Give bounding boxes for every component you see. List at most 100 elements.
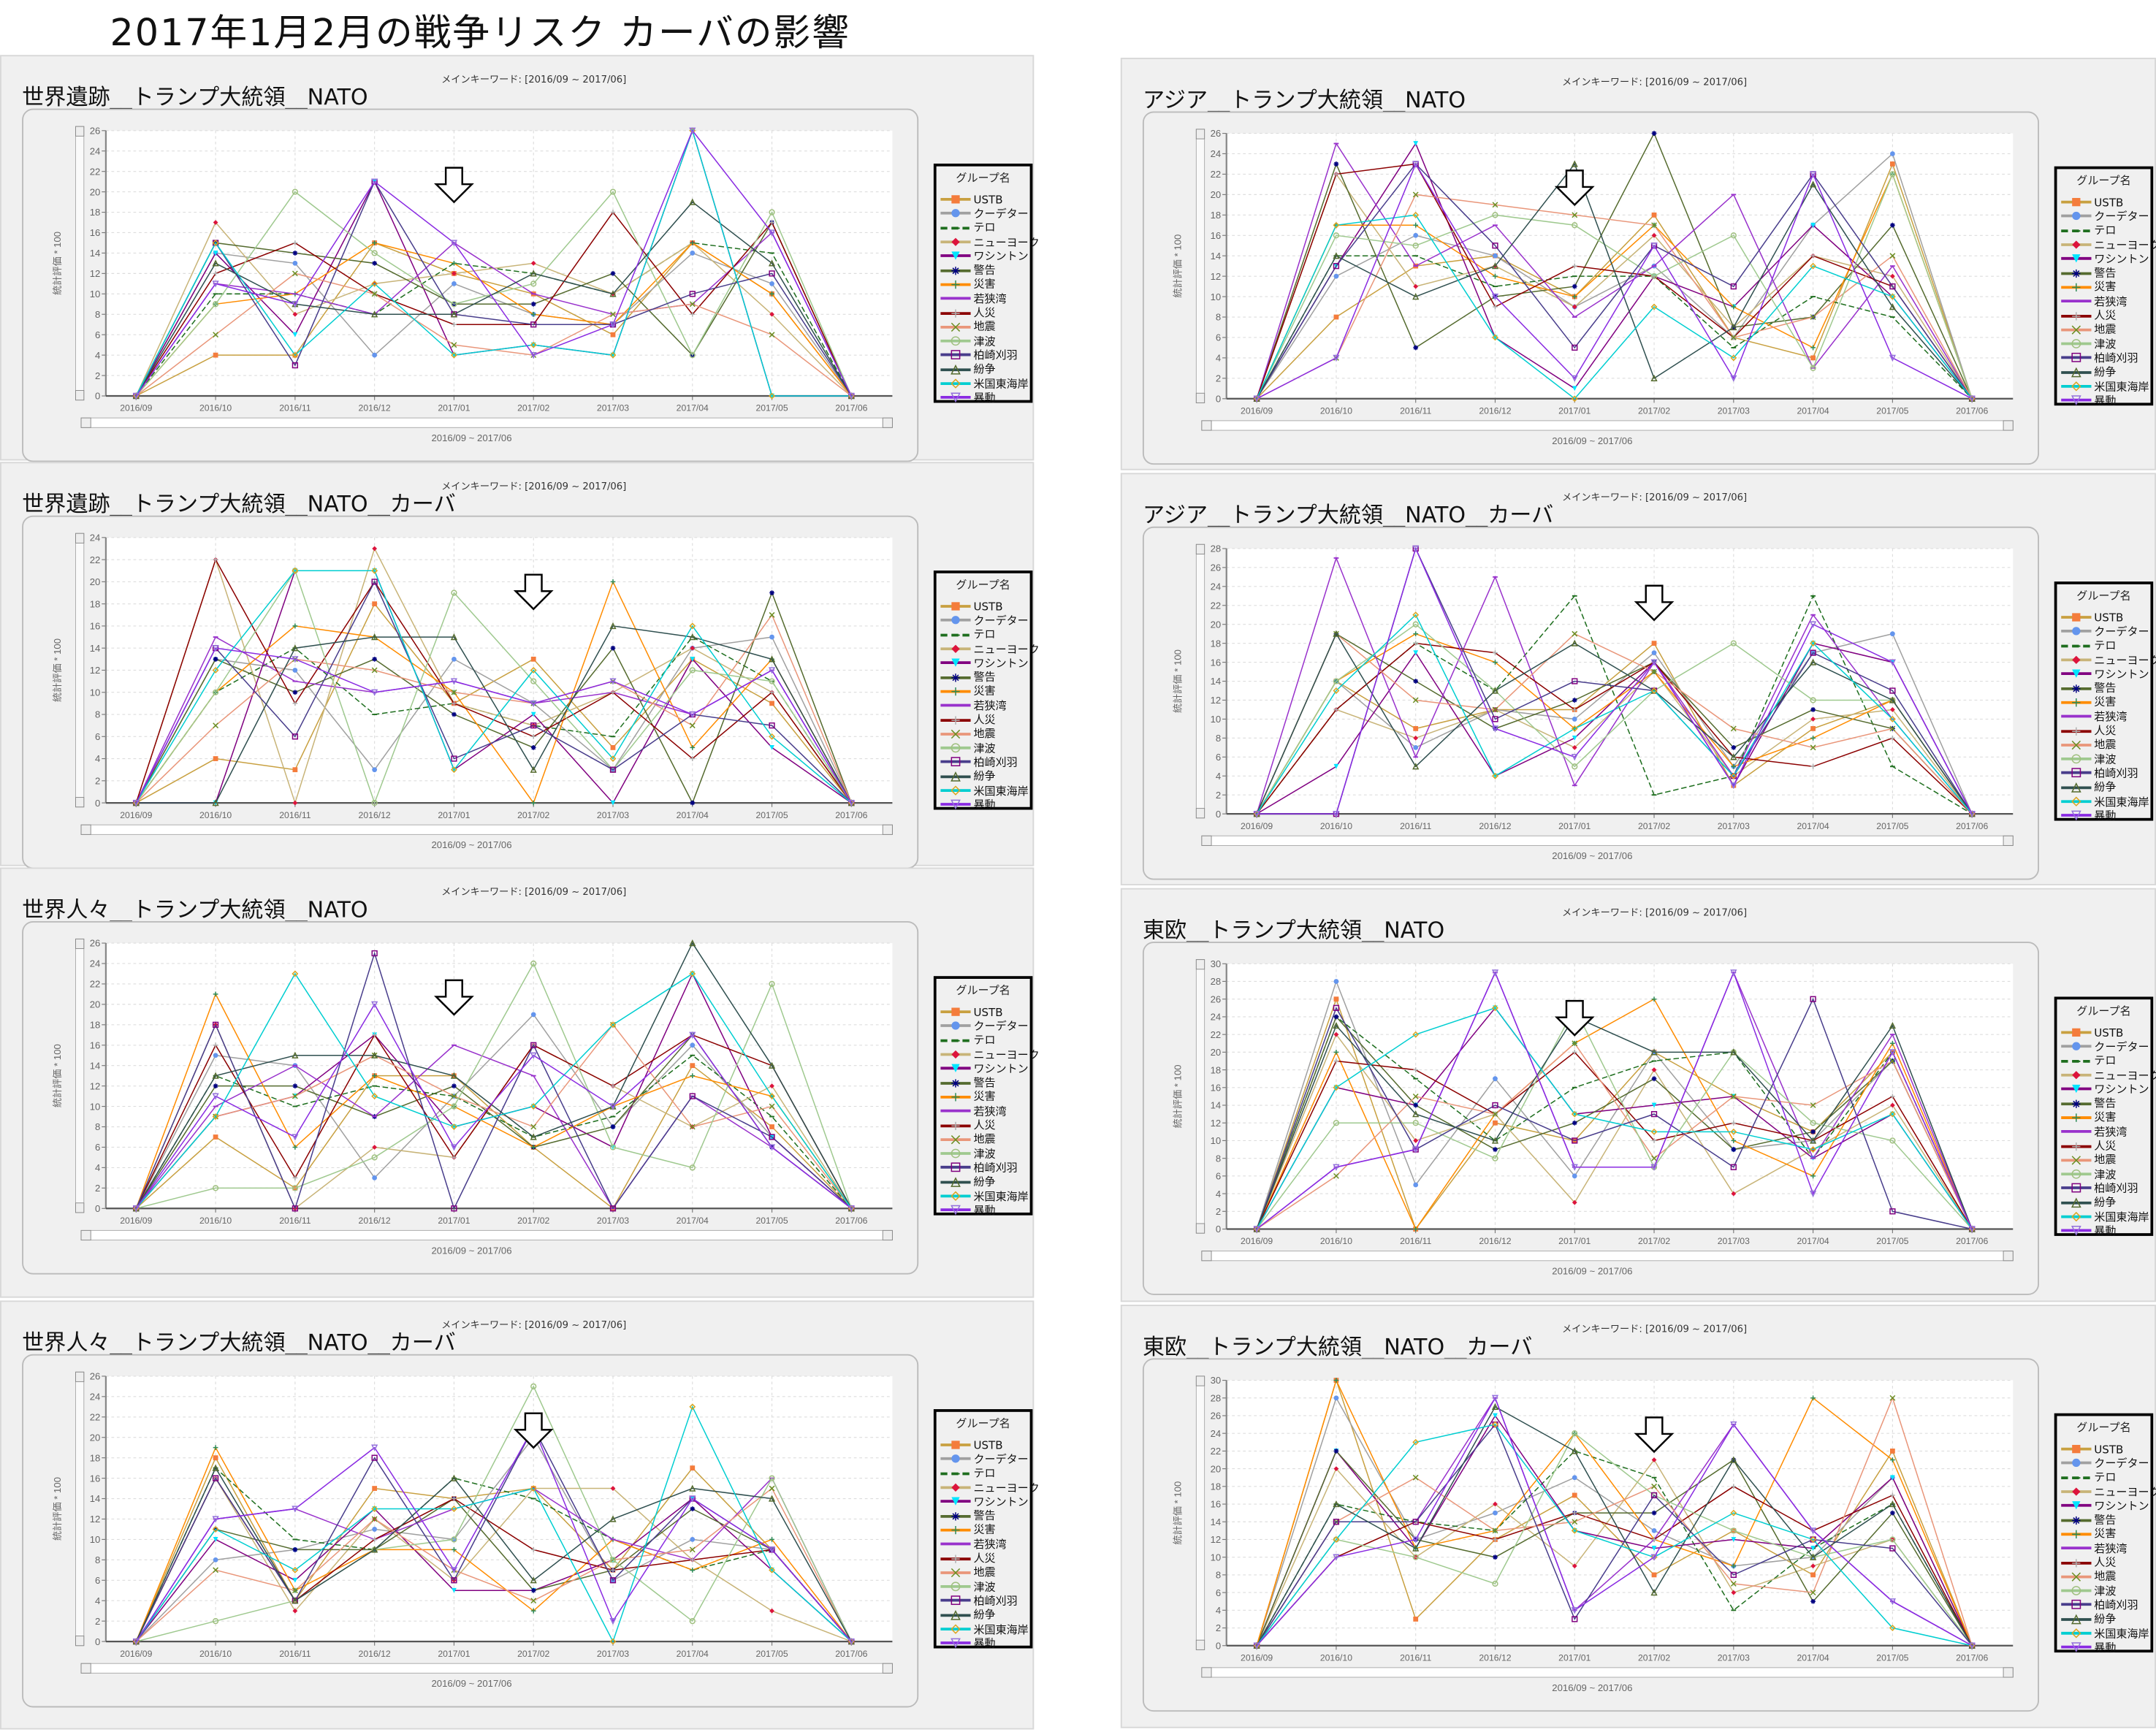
scroll-left-button[interactable] — [80, 417, 91, 428]
legend-item[interactable]: テロ — [937, 627, 1030, 641]
legend-item[interactable]: USTB — [2057, 195, 2150, 209]
legend-item[interactable]: 若狭湾 — [2057, 294, 2150, 308]
vertical-scrollbar[interactable] — [75, 533, 85, 808]
legend-item[interactable]: 暴動 — [937, 391, 1030, 405]
legend-item[interactable]: 若狭湾 — [937, 698, 1030, 712]
legend-item[interactable]: 災害 — [2057, 1527, 2150, 1541]
scroll-down-button[interactable] — [1195, 808, 1205, 819]
legend-item[interactable]: 災害 — [937, 684, 1030, 698]
scroll-left-button[interactable] — [1201, 420, 1212, 431]
legend-item[interactable]: 人災 — [2057, 308, 2150, 322]
legend-item[interactable]: 柏崎刈羽 — [2057, 1598, 2150, 1611]
legend-item[interactable]: ワシントン — [2057, 1082, 2150, 1096]
legend-item[interactable]: テロ — [937, 1466, 1030, 1480]
legend-item[interactable]: 津波 — [937, 741, 1030, 755]
legend-item[interactable]: ニューヨーク — [937, 235, 1040, 249]
legend-item[interactable]: 津波 — [2057, 337, 2150, 351]
legend-item[interactable]: 災害 — [937, 1523, 1030, 1537]
horizontal-scrollbar[interactable] — [1201, 420, 2014, 431]
legend-item[interactable]: 警告 — [937, 670, 1030, 684]
horizontal-scrollbar[interactable] — [80, 1229, 893, 1241]
legend-item[interactable]: 柏崎刈羽 — [2057, 766, 2150, 780]
legend-item[interactable]: 若狭湾 — [2057, 1125, 2150, 1139]
legend-item[interactable]: 災害 — [937, 1090, 1030, 1104]
legend-item[interactable]: 柏崎刈羽 — [2057, 1181, 2150, 1195]
legend-item[interactable]: 若狭湾 — [937, 1537, 1030, 1551]
scroll-up-button[interactable] — [1195, 1376, 1205, 1386]
legend-item[interactable]: 暴動 — [937, 1636, 1030, 1650]
scroll-down-button[interactable] — [1195, 1639, 1205, 1650]
legend-item[interactable]: ニューヨーク — [2057, 1068, 2156, 1082]
legend-item[interactable]: 警告 — [2057, 1513, 2150, 1527]
legend-item[interactable]: 暴動 — [937, 798, 1030, 812]
legend-item[interactable]: ワシントン — [937, 1061, 1030, 1075]
scroll-up-button[interactable] — [1195, 543, 1205, 554]
legend-item[interactable]: 柏崎刈羽 — [937, 348, 1030, 362]
vertical-scrollbar[interactable] — [75, 126, 85, 401]
legend-item[interactable]: 紛争 — [2057, 780, 2150, 794]
legend-item[interactable]: 地震 — [937, 1132, 1030, 1146]
legend-item[interactable]: 人災 — [2057, 724, 2150, 738]
scroll-right-button[interactable] — [2003, 1667, 2014, 1678]
legend-item[interactable]: 警告 — [2057, 682, 2150, 695]
scroll-up-button[interactable] — [75, 533, 85, 543]
scroll-left-button[interactable] — [80, 824, 91, 835]
legend-item[interactable]: ワシントン — [2057, 1499, 2150, 1513]
legend-item[interactable]: 米国東海岸 — [937, 376, 1030, 390]
legend-item[interactable]: 人災 — [937, 713, 1030, 727]
legend-item[interactable]: 地震 — [2057, 323, 2150, 337]
scroll-down-button[interactable] — [1195, 392, 1205, 403]
legend-item[interactable]: 地震 — [2057, 1153, 2150, 1167]
scroll-left-button[interactable] — [80, 1663, 91, 1674]
legend-item[interactable]: 津波 — [2057, 1584, 2150, 1598]
legend-item[interactable]: 警告 — [2057, 266, 2150, 280]
legend-item[interactable]: ワシントン — [937, 1495, 1030, 1508]
legend-item[interactable]: 米国東海岸 — [937, 1622, 1030, 1636]
legend-item[interactable]: 災害 — [2057, 281, 2150, 294]
scroll-down-button[interactable] — [75, 797, 85, 808]
legend-item[interactable]: クーデター — [937, 1452, 1030, 1466]
scroll-down-button[interactable] — [1195, 1223, 1205, 1234]
legend-item[interactable]: USTB — [937, 1005, 1030, 1019]
legend-item[interactable]: 米国東海岸 — [2057, 795, 2150, 809]
legend-item[interactable]: 若狭湾 — [2057, 1541, 2150, 1555]
legend-item[interactable]: 柏崎刈羽 — [937, 1161, 1030, 1175]
legend-item[interactable]: クーデター — [2057, 1457, 2150, 1470]
legend-item[interactable]: 柏崎刈羽 — [937, 1594, 1030, 1608]
legend-item[interactable]: 紛争 — [2057, 1612, 2150, 1626]
vertical-scrollbar[interactable] — [1195, 959, 1205, 1234]
horizontal-scrollbar[interactable] — [80, 1663, 893, 1674]
legend-item[interactable]: 若狭湾 — [937, 1104, 1030, 1118]
legend-item[interactable]: 若狭湾 — [2057, 709, 2150, 723]
scroll-up-button[interactable] — [1195, 959, 1205, 970]
legend-item[interactable]: ニューヨーク — [2057, 653, 2156, 667]
horizontal-scrollbar[interactable] — [80, 417, 893, 428]
legend-item[interactable]: クーデター — [937, 207, 1030, 221]
legend-item[interactable]: クーデター — [2057, 210, 2150, 224]
legend-item[interactable]: 紛争 — [937, 362, 1030, 376]
legend-item[interactable]: 暴動 — [2057, 809, 2150, 823]
legend-item[interactable]: 米国東海岸 — [2057, 1626, 2150, 1640]
horizontal-scrollbar[interactable] — [1201, 1251, 2014, 1262]
legend-item[interactable]: 紛争 — [937, 1175, 1030, 1189]
legend-item[interactable]: 柏崎刈羽 — [2057, 351, 2150, 365]
legend-item[interactable]: 津波 — [937, 1147, 1030, 1161]
scroll-down-button[interactable] — [75, 390, 85, 401]
legend-item[interactable]: 津波 — [937, 334, 1030, 348]
scroll-right-button[interactable] — [2003, 1251, 2014, 1262]
legend-item[interactable]: ワシントン — [937, 656, 1030, 670]
legend-item[interactable]: 地震 — [937, 727, 1030, 741]
scroll-up-button[interactable] — [1195, 129, 1205, 140]
legend-item[interactable]: USTB — [937, 600, 1030, 614]
scroll-down-button[interactable] — [75, 1636, 85, 1647]
vertical-scrollbar[interactable] — [75, 1371, 85, 1647]
scroll-down-button[interactable] — [75, 1202, 85, 1213]
legend-item[interactable]: USTB — [937, 192, 1030, 206]
legend-item[interactable]: クーデター — [937, 614, 1030, 627]
legend-item[interactable]: テロ — [2057, 1470, 2150, 1484]
legend-item[interactable]: ニューヨーク — [2057, 237, 2156, 251]
legend-item[interactable]: クーデター — [2057, 1039, 2150, 1053]
legend-item[interactable]: USTB — [2057, 611, 2150, 625]
horizontal-scrollbar[interactable] — [80, 824, 893, 835]
legend-item[interactable]: 地震 — [2057, 1570, 2150, 1584]
